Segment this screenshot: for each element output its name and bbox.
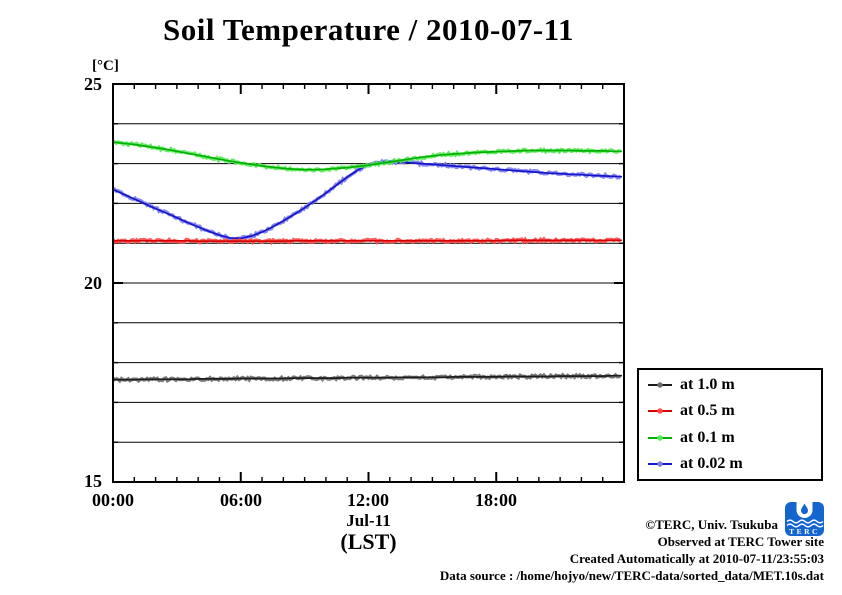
legend-box: at 1.0 m at 0.5 m at 0.1 m at 0.02 m bbox=[637, 368, 823, 481]
x-tick-label-1200: 12:00 bbox=[347, 490, 389, 510]
x-axis-date-label: Jul-11 bbox=[346, 511, 391, 530]
chart-title: Soil Temperature / 2010-07-11 bbox=[163, 12, 574, 47]
water-drop-icon bbox=[801, 503, 808, 515]
series-line-at-0-5-m bbox=[113, 239, 622, 243]
y-tick-label-25: 25 bbox=[84, 74, 102, 94]
legend-item-at-0-5-m: at 0.5 m bbox=[647, 399, 821, 423]
legend-marker-icon bbox=[648, 461, 672, 467]
series-line-at-0-02-m bbox=[112, 160, 622, 240]
y-tick-label-20: 20 bbox=[84, 273, 102, 293]
x-axis-timezone-label: (LST) bbox=[340, 529, 397, 554]
terc-logo: TERC bbox=[785, 502, 824, 536]
legend-label: at 0.5 m bbox=[680, 402, 735, 420]
logo-text: TERC bbox=[789, 527, 820, 536]
legend-marker-icon bbox=[648, 408, 672, 415]
legend-item-at-1-0-m: at 1.0 m bbox=[647, 373, 821, 397]
footer-created-line: Created Automatically at 2010-07-11/23:5… bbox=[569, 551, 824, 566]
series-line-at-0-1-m bbox=[112, 141, 622, 171]
axis-frame bbox=[112, 83, 625, 483]
footer-datasource-line: Data source : /home/hojyo/new/TERC-data/… bbox=[439, 568, 824, 583]
footer-observed-line: Observed at TERC Tower site bbox=[657, 534, 824, 549]
series-band-at-0-1-m bbox=[112, 139, 621, 173]
legend-item-at-0-1-m: at 0.1 m bbox=[647, 426, 821, 450]
x-tick-label-1800: 18:00 bbox=[475, 490, 517, 510]
x-tick-label-0600: 06:00 bbox=[220, 490, 262, 510]
legend-item-at-0-02-m: at 0.02 m bbox=[647, 452, 821, 476]
wave-icon bbox=[786, 519, 824, 524]
y-axis-unit-label: [°C] bbox=[92, 58, 119, 74]
legend-label: at 1.0 m bbox=[680, 376, 735, 394]
footer-credits: ©TERC, Univ. Tsukuba Observed at TERC To… bbox=[440, 516, 824, 584]
legend-marker-icon bbox=[648, 382, 672, 388]
legend-label: at 0.02 m bbox=[680, 454, 743, 472]
logo-background bbox=[785, 502, 824, 536]
wave-icon bbox=[786, 523, 824, 528]
footer-copyright-line: ©TERC, Univ. Tsukuba bbox=[645, 517, 778, 532]
x-tick-label-0000: 00:00 bbox=[92, 490, 134, 510]
y-tick-label-15: 15 bbox=[84, 471, 102, 491]
series-line-at-1-0-m bbox=[113, 374, 622, 381]
legend-marker-icon bbox=[648, 434, 672, 441]
legend-label: at 0.1 m bbox=[680, 428, 735, 446]
